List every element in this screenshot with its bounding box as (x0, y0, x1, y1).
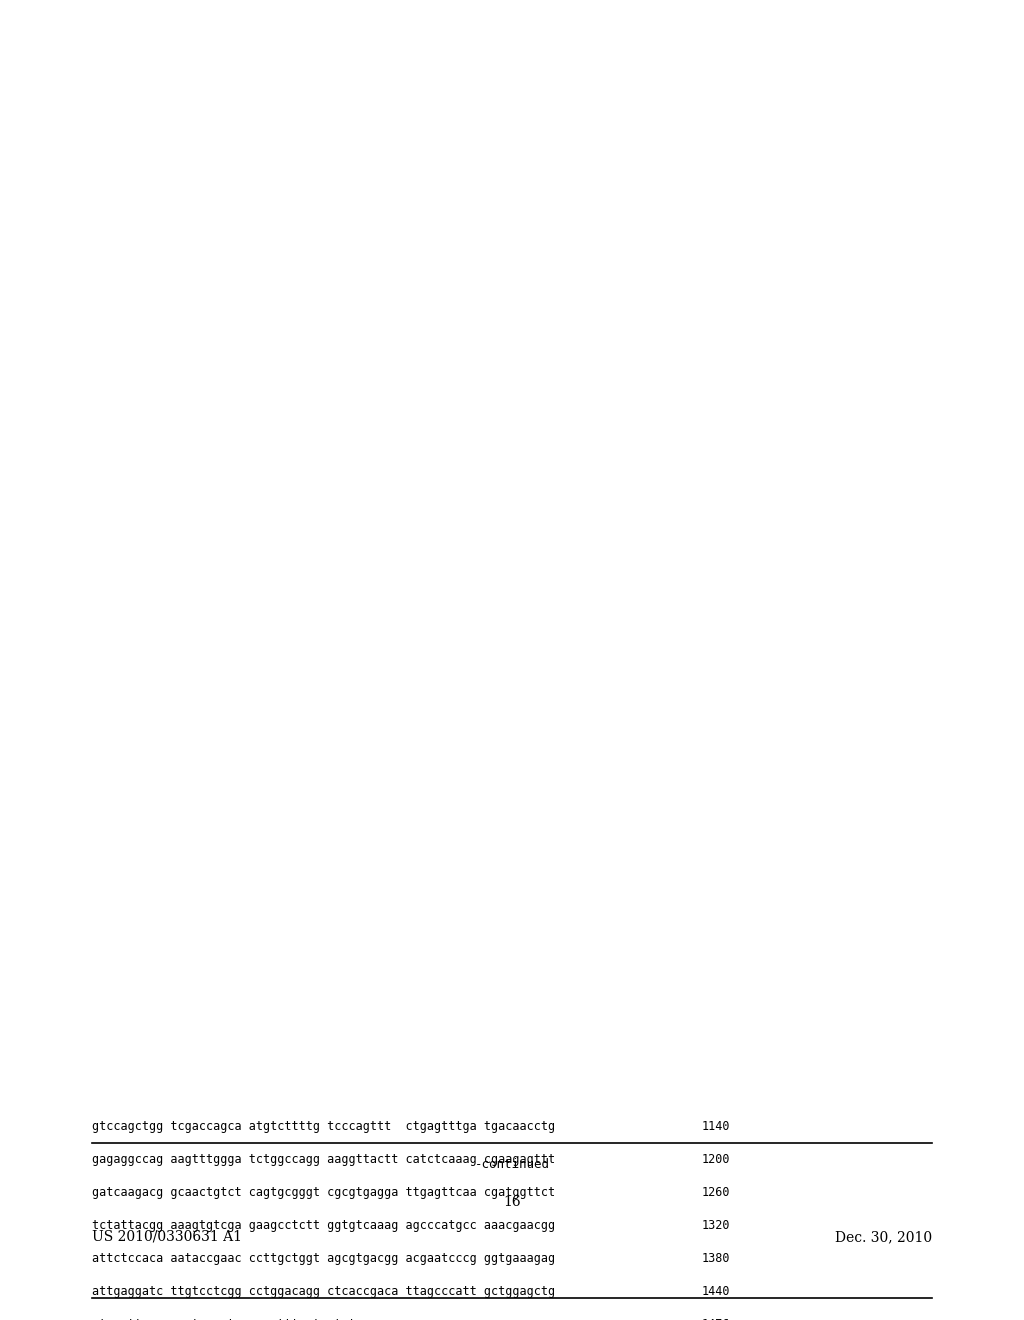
Text: Dec. 30, 2010: Dec. 30, 2010 (835, 1230, 932, 1243)
Text: 1260: 1260 (701, 1185, 730, 1199)
Text: 1476: 1476 (701, 1317, 730, 1320)
Text: gatcaagacg gcaactgtct cagtgcgggt cgcgtgagga ttgagttcaa cgatggttct: gatcaagacg gcaactgtct cagtgcgggt cgcgtga… (92, 1185, 555, 1199)
Text: 16: 16 (503, 1195, 521, 1209)
Text: 1140: 1140 (701, 1119, 730, 1133)
Text: tctattacgg aaagtgtcga gaagcctctt ggtgtcaaag agcccatgcc aaacgaacgg: tctattacgg aaagtgtcga gaagcctctt ggtgtca… (92, 1218, 555, 1232)
Text: attgaggatc ttgtcctcgg cctggacagg ctcaccgaca ttagcccatt gctggagctg: attgaggatc ttgtcctcgg cctggacagg ctcaccg… (92, 1284, 555, 1298)
Text: 1320: 1320 (701, 1218, 730, 1232)
Text: -continued: -continued (474, 1158, 550, 1171)
Text: 1380: 1380 (701, 1251, 730, 1265)
Text: 1440: 1440 (701, 1284, 730, 1298)
Text: US 2010/0330631 A1: US 2010/0330631 A1 (92, 1230, 242, 1243)
Text: ctgaattgcc ccgtgaaatc gccctttggt atataa: ctgaattgcc ccgtgaaatc gccctttggt atataa (92, 1317, 370, 1320)
Text: attctccaca aataccgaac ccttgctggt agcgtgacgg acgaatcccg ggtgaaagag: attctccaca aataccgaac ccttgctggt agcgtga… (92, 1251, 555, 1265)
Text: gtccagctgg tcgaccagca atgtcttttg tcccagttt  ctgagtttga tgacaacctg: gtccagctgg tcgaccagca atgtcttttg tcccagt… (92, 1119, 555, 1133)
Text: gagaggccag aagtttggga tctggccagg aaggttactt catctcaaag cgaagagttt: gagaggccag aagtttggga tctggccagg aaggtta… (92, 1152, 555, 1166)
Text: 1200: 1200 (701, 1152, 730, 1166)
